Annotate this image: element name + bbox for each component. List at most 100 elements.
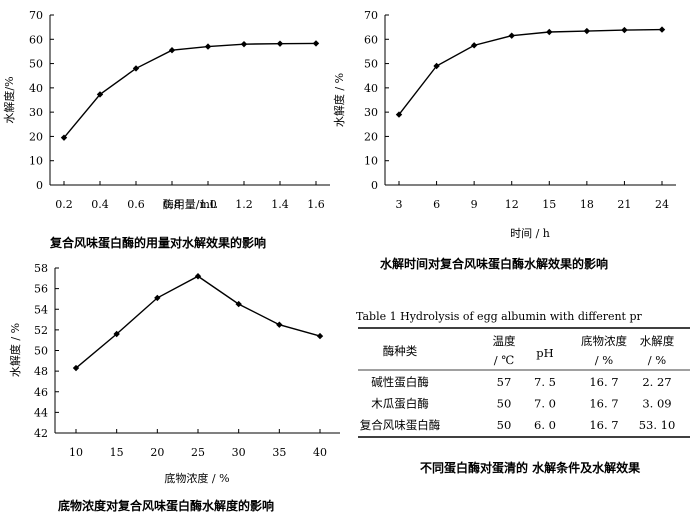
data-point xyxy=(470,42,478,49)
x-tick-label: 30 xyxy=(232,446,246,459)
data-point xyxy=(508,32,515,39)
x-axis-label: 酶用量/mL xyxy=(163,198,218,211)
table-header-unit: / ℃ xyxy=(494,353,515,367)
y-tick-label: 60 xyxy=(29,33,43,46)
x-tick-label: 6 xyxy=(433,198,440,211)
table-header-cell: pH xyxy=(536,346,553,360)
table-header-cell: 温度 xyxy=(493,334,516,348)
table-cell: 碱性蛋白酶 xyxy=(371,375,429,389)
x-tick-label: 9 xyxy=(471,198,478,211)
data-point xyxy=(72,364,80,372)
chart2-caption: 水解时间对复合风味蛋白酶水解效果的影响 xyxy=(380,256,608,271)
x-tick-label: 1.0 xyxy=(199,198,217,211)
x-tick-label: 20 xyxy=(150,446,164,459)
data-point xyxy=(168,47,176,54)
y-tick-label: 10 xyxy=(29,155,43,168)
table-cell: 50 xyxy=(497,418,512,432)
table-cell: 16. 7 xyxy=(589,418,618,432)
data-point xyxy=(312,40,320,47)
data-point xyxy=(546,28,553,36)
table-header-cell: 底物浓度 xyxy=(581,334,627,348)
table-header-unit: / % xyxy=(595,353,614,367)
x-tick-label: 3 xyxy=(396,198,403,211)
table-cell: 2. 27 xyxy=(642,375,671,389)
data-point xyxy=(235,300,242,308)
y-tick-label: 52 xyxy=(34,324,48,337)
y-tick-label: 46 xyxy=(34,386,48,399)
y-tick-label: 42 xyxy=(34,427,48,440)
y-tick-label: 44 xyxy=(34,406,48,419)
chart-substrate-concentration: 42 44 46 48 50 52 54 56 58 10 15 20 25 30 35 40 底物浓度 / %… xyxy=(8,262,340,485)
data-point xyxy=(621,26,628,34)
table-header-unit: / % xyxy=(648,353,667,367)
table-cell: 57 xyxy=(497,375,512,389)
x-tick-label: 15 xyxy=(542,198,556,211)
data-point xyxy=(433,62,440,70)
y-tick-label: 60 xyxy=(364,33,378,46)
chart-hydrolysis-time: 0 10 20 30 40 50 60 70 3 6 9 12 15 18 21 24 时间 / h 水解度 / … xyxy=(332,9,676,240)
data-point xyxy=(276,321,283,328)
data-point xyxy=(276,40,284,47)
series-line xyxy=(75,275,321,369)
table-cell: 50 xyxy=(497,397,512,411)
y-tick-label: 20 xyxy=(29,130,43,143)
x-tick-label: 10 xyxy=(69,446,83,459)
data-point xyxy=(132,65,140,72)
table-cell: 53. 10 xyxy=(639,418,676,432)
table-cell: 7. 0 xyxy=(534,397,556,411)
y-tick-label: 40 xyxy=(364,82,378,95)
table-cell: 7. 5 xyxy=(534,375,556,389)
y-tick-label: 70 xyxy=(364,9,378,22)
chart-enzyme-dosage: 0 10 20 30 40 50 60 70 0.2 0.4 0.6 0.8 1.0 1.2 1.4 1.6 酶… xyxy=(2,9,330,211)
y-axis-label: 水解度 / % xyxy=(8,323,22,377)
chart3-caption: 底物浓度对复合风味蛋白酶水解度的影响 xyxy=(58,498,274,513)
table-cell: 6. 0 xyxy=(534,418,556,432)
chart1-caption: 复合风味蛋白酶的用量对水解效果的影响 xyxy=(49,235,266,250)
data-point xyxy=(113,330,120,338)
data-point xyxy=(240,40,248,48)
data-point xyxy=(658,26,666,33)
enzyme-comparison-table: Table 1 Hydrolysis of egg albumin with d… xyxy=(356,310,690,438)
x-tick-label: 0.4 xyxy=(91,198,109,211)
data-point xyxy=(96,91,104,98)
data-point xyxy=(395,111,403,118)
x-tick-label: 12 xyxy=(505,198,519,211)
table-cell: 16. 7 xyxy=(589,375,618,389)
y-tick-label: 0 xyxy=(371,179,378,192)
x-tick-label: 25 xyxy=(191,446,205,459)
x-axis-label: 底物浓度 / % xyxy=(164,471,229,485)
x-tick-label: 1.4 xyxy=(271,198,289,211)
series-line xyxy=(63,42,317,139)
y-axis-label: 水解度/% xyxy=(2,76,16,123)
y-tick-label: 50 xyxy=(29,58,43,71)
x-tick-label: 18 xyxy=(580,198,594,211)
table-cell: 复合风味蛋白酶 xyxy=(360,418,441,432)
x-tick-label: 21 xyxy=(617,198,631,211)
table-header-cell: 酶种类 xyxy=(383,344,418,358)
x-tick-label: 15 xyxy=(110,446,124,459)
y-tick-label: 40 xyxy=(29,82,43,95)
series-line xyxy=(398,28,663,115)
y-tick-label: 48 xyxy=(34,365,48,378)
y-tick-label: 30 xyxy=(29,106,43,119)
data-point xyxy=(204,43,212,50)
y-tick-label: 58 xyxy=(34,262,48,275)
y-tick-label: 30 xyxy=(364,106,378,119)
table-caption: 不同蛋白酶对蛋清的 水解条件及水解效果 xyxy=(420,460,640,475)
x-tick-label: 0.2 xyxy=(55,198,73,211)
table-header-cell: 水解度 xyxy=(640,334,675,348)
y-tick-label: 70 xyxy=(29,9,43,22)
data-point xyxy=(154,294,161,302)
table-cell: 3. 09 xyxy=(642,397,671,411)
y-tick-label: 54 xyxy=(34,303,48,316)
y-tick-label: 50 xyxy=(34,345,48,358)
data-point xyxy=(194,273,202,280)
y-axis-label: 水解度 / % xyxy=(332,73,346,127)
x-tick-label: 40 xyxy=(313,446,327,459)
y-tick-label: 50 xyxy=(364,58,378,71)
y-tick-label: 10 xyxy=(364,155,378,168)
x-tick-label: 35 xyxy=(272,446,286,459)
x-tick-label: 1.2 xyxy=(235,198,253,211)
x-tick-label: 1.6 xyxy=(307,198,325,211)
